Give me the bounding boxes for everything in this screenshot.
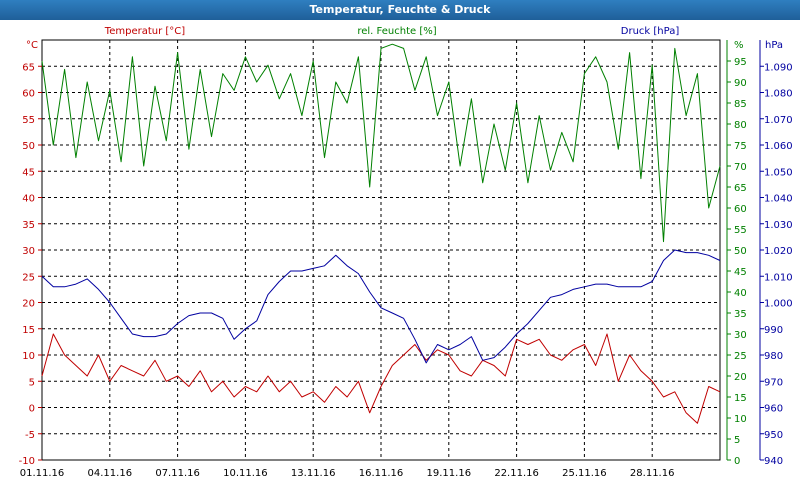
x-tick-label: 07.11.16 [155,468,200,479]
temp-tick-label: 30 [22,246,35,257]
humidity-line [41,43,721,243]
temp-tick-label: -10 [19,456,35,467]
temp-tick-label: 55 [22,115,35,126]
humidity-tick-label: 10 [734,414,747,425]
temp-tick-label: 50 [22,141,35,152]
pressure-unit-label: hPa [765,40,783,51]
pressure-tick-label: 960 [764,404,783,415]
x-tick-label: 25.11.16 [562,468,607,479]
pressure-tick-label: 950 [764,430,783,441]
humidity-tick-label: 50 [734,246,747,257]
temp-tick-label: 15 [22,325,35,336]
humidity-unit-label: % [734,40,744,51]
temp-tick-label: 5 [29,377,35,388]
pressure-tick-label: 1.050 [764,167,793,178]
temperature-axis-label: Temperatur [°C] [104,26,185,37]
humidity-tick-label: 45 [734,267,747,278]
temp-tick-label: 10 [22,351,35,362]
humidity-tick-label: 55 [734,225,747,236]
humidity-tick-label: 75 [734,141,747,152]
temp-tick-label: 60 [22,89,35,100]
humidity-tick-label: 85 [734,99,747,110]
x-tick-label: 04.11.16 [88,468,133,479]
pressure-tick-label: 990 [764,325,783,336]
temp-tick-label: 20 [22,299,35,310]
temp-tick-label: 35 [22,220,35,231]
pressure-tick-label: 1.020 [764,246,793,257]
humidity-axis-label: rel. Feuchte [%] [357,26,436,37]
temp-unit-label: °C [26,40,38,51]
pressure-tick-label: 1.000 [764,299,793,310]
x-tick-label: 10.11.16 [223,468,268,479]
pressure-tick-label: 1.080 [764,89,793,100]
humidity-tick-label: 0 [734,456,740,467]
pressure-tick-label: 980 [764,351,783,362]
pressure-tick-label: 1.090 [764,62,793,73]
temp-tick-label: 0 [29,404,35,415]
window-title: Temperatur, Feuchte & Druck [0,0,800,20]
pressure-line [41,249,721,364]
x-tick-label: 19.11.16 [427,468,472,479]
humidity-tick-label: 40 [734,288,747,299]
x-tick-label: 13.11.16 [291,468,336,479]
temp-tick-label: -5 [25,430,35,441]
temperature-line [41,333,721,424]
pressure-tick-label: 970 [764,377,783,388]
pressure-tick-label: 1.070 [764,115,793,126]
x-tick-label: 28.11.16 [630,468,675,479]
x-tick-label: 01.11.16 [20,468,65,479]
pressure-tick-label: 940 [764,456,783,467]
humidity-tick-label: 60 [734,204,747,215]
pressure-tick-label: 1.010 [764,272,793,283]
x-tick-label: 16.11.16 [359,468,404,479]
x-tick-label: 22.11.16 [494,468,539,479]
humidity-tick-label: 25 [734,351,747,362]
humidity-tick-label: 35 [734,309,747,320]
temp-tick-label: 40 [22,194,35,205]
humidity-tick-label: 80 [734,120,747,131]
pressure-tick-label: 1.060 [764,141,793,152]
humidity-tick-label: 20 [734,372,747,383]
humidity-tick-label: 95 [734,57,747,68]
temp-tick-label: 65 [22,62,35,73]
humidity-tick-label: 70 [734,162,747,173]
temp-tick-label: 45 [22,167,35,178]
humidity-tick-label: 5 [734,435,740,446]
temp-tick-label: 25 [22,272,35,283]
humidity-tick-label: 90 [734,78,747,89]
pressure-tick-label: 1.040 [764,194,793,205]
humidity-tick-label: 15 [734,393,747,404]
humidity-tick-label: 65 [734,183,747,194]
pressure-axis-label: Druck [hPa] [621,26,680,37]
humidity-tick-label: 30 [734,330,747,341]
pressure-tick-label: 1.030 [764,220,793,231]
